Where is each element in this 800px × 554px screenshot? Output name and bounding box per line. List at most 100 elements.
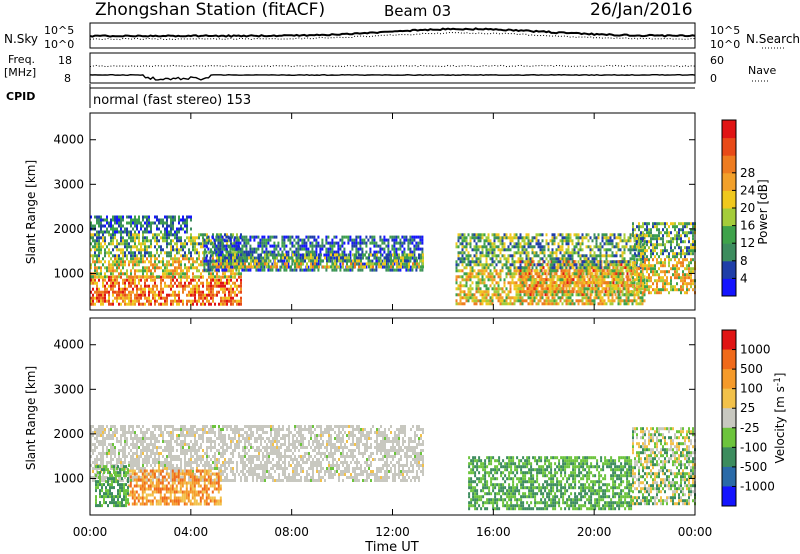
heatmap-cell — [240, 253, 242, 257]
heatmap-cell — [605, 281, 608, 285]
heatmap-cell — [166, 242, 168, 246]
heatmap-cell — [228, 296, 230, 300]
heatmap-cell — [592, 269, 595, 273]
heatmap-cell — [650, 252, 652, 256]
heatmap-cell — [593, 278, 596, 282]
heatmap-cell — [455, 299, 458, 303]
heatmap-cell — [132, 266, 134, 270]
heatmap-cell — [104, 278, 106, 282]
heatmap-cell — [126, 233, 128, 237]
heatmap-cell — [577, 260, 580, 264]
heatmap-cell — [639, 245, 642, 249]
heatmap-cell — [100, 302, 102, 306]
heatmap-cell — [483, 269, 486, 273]
heatmap-cell — [672, 237, 674, 241]
heatmap-cell — [401, 265, 404, 269]
heatmap-cell — [662, 249, 664, 253]
heatmap-cell — [412, 262, 414, 266]
heatmap-cell — [523, 278, 526, 282]
heatmap-cell — [236, 265, 238, 269]
heatmap-cell — [264, 253, 266, 257]
heatmap-cell — [178, 230, 180, 234]
heatmap-cell — [112, 224, 114, 228]
heatmap-cell — [225, 268, 228, 272]
heatmap-cell — [551, 269, 554, 273]
heatmap-cell — [636, 276, 638, 280]
heatmap-cell — [341, 235, 344, 239]
heatmap-cell — [150, 278, 152, 282]
heatmap-cell — [575, 293, 578, 297]
heatmap-cell — [521, 278, 524, 282]
heatmap-cell — [98, 293, 100, 297]
heatmap-cell — [251, 250, 254, 254]
heatmap-cell — [259, 241, 262, 245]
heatmap-cell — [211, 235, 214, 239]
heatmap-cell — [493, 290, 496, 294]
heatmap-cell — [509, 242, 512, 246]
heatmap-cell — [100, 260, 102, 264]
heatmap-cell — [116, 263, 118, 267]
heatmap-cell — [180, 245, 182, 249]
heatmap-cell — [400, 256, 402, 260]
heatmap-cell — [184, 218, 186, 222]
heatmap-cell — [400, 265, 402, 269]
heatmap-cell — [172, 263, 174, 267]
heatmap-cell — [545, 299, 548, 303]
heatmap-cell — [120, 215, 122, 219]
heatmap-cell — [168, 269, 170, 273]
heatmap-cell — [142, 260, 144, 264]
heatmap-cell — [229, 247, 232, 251]
heatmap-cell — [94, 290, 96, 294]
heatmap-cell — [676, 231, 678, 235]
heatmap-cell — [379, 256, 382, 260]
heatmap-cell — [259, 244, 262, 248]
heatmap-cell — [579, 299, 582, 303]
heatmap-cell — [469, 254, 472, 258]
heatmap-cell — [519, 266, 522, 270]
heatmap-cell — [533, 284, 536, 288]
heatmap-cell — [215, 247, 218, 251]
heatmap-cell — [561, 263, 564, 267]
heatmap-cell — [668, 255, 670, 259]
heatmap-cell — [114, 263, 116, 267]
heatmap-cell — [277, 241, 280, 245]
heatmap-cell — [658, 279, 660, 283]
heatmap-cell — [104, 236, 106, 240]
heatmap-cell — [234, 275, 236, 279]
heatmap-cell — [652, 246, 654, 250]
heatmap-cell — [640, 276, 642, 280]
heatmap-cell — [270, 265, 272, 269]
heatmap-cell — [541, 290, 544, 294]
heatmap-cell — [327, 250, 330, 254]
heatmap-cell — [634, 264, 636, 268]
heatmap-cell — [573, 269, 576, 273]
heatmap-cell — [591, 281, 594, 285]
heatmap-cell — [170, 299, 172, 303]
heatmap-cell — [343, 247, 346, 251]
heatmap-cell — [392, 265, 394, 269]
heatmap-cell — [471, 257, 474, 261]
heatmap-cell — [104, 224, 106, 228]
heatmap-cell — [551, 248, 554, 252]
heatmap-cell — [227, 244, 230, 248]
heatmap-cell — [521, 296, 524, 300]
heatmap-cell — [100, 245, 102, 249]
heatmap-cell — [477, 269, 480, 273]
heatmap-cell — [605, 257, 608, 261]
heatmap-cell — [329, 244, 332, 248]
heatmap-cell — [365, 244, 368, 248]
heatmap-cell — [551, 296, 554, 300]
heatmap-cell — [646, 228, 648, 232]
heatmap-cell — [138, 299, 140, 303]
heatmap-cell — [160, 248, 162, 252]
heatmap-cell — [530, 272, 533, 276]
heatmap-cell — [194, 299, 196, 303]
heatmap-cell — [491, 281, 494, 285]
heatmap-cell — [633, 239, 636, 243]
heatmap-cell — [652, 243, 654, 247]
heatmap-cell — [644, 261, 646, 265]
heatmap-cell — [178, 290, 180, 294]
heatmap-cell — [136, 260, 138, 264]
heatmap-cell — [469, 290, 472, 294]
heatmap-cell — [375, 244, 378, 248]
